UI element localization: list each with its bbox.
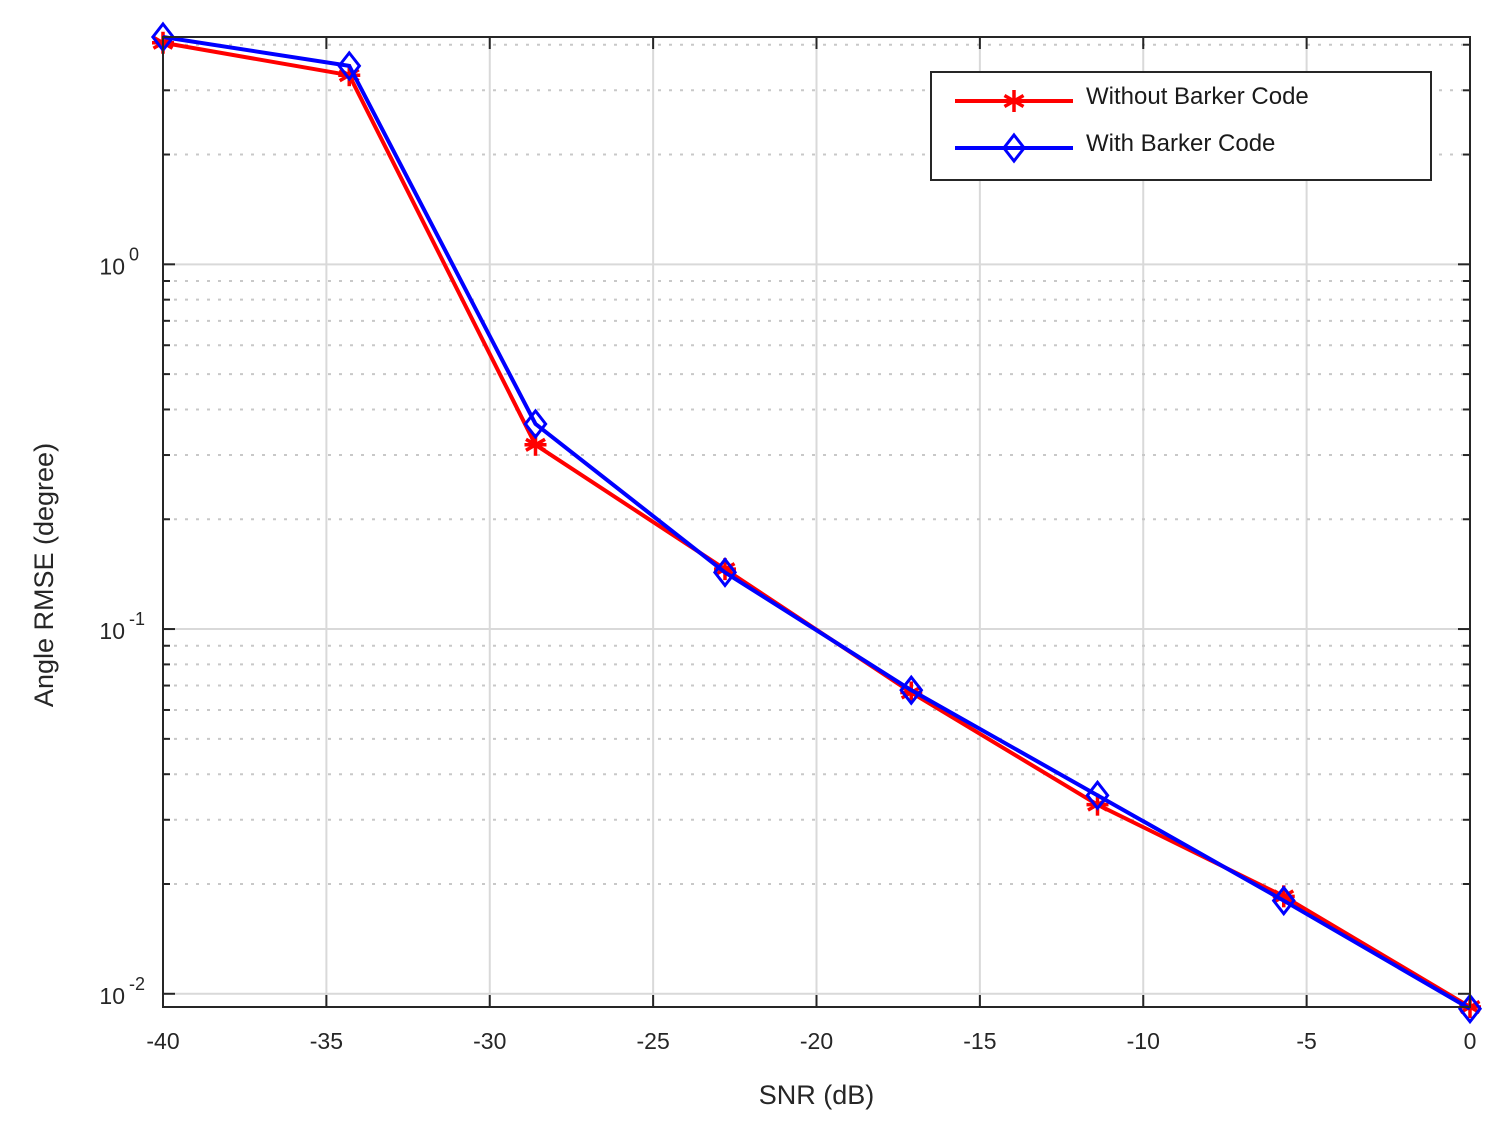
x-tick-label: -30	[473, 1028, 506, 1054]
data-point	[1271, 885, 1296, 917]
legend: Without Barker Code With Barker Code	[930, 71, 1432, 181]
y-tick-exponent: -2	[129, 974, 145, 994]
data-point	[712, 556, 738, 588]
series-line	[162, 35, 1472, 1011]
y-tick-label: 10	[99, 618, 125, 644]
series-layer	[150, 21, 1483, 1025]
x-tick-label: -20	[800, 1028, 833, 1054]
legend-entry: Without Barker Code	[955, 83, 1309, 112]
legend-entry: With Barker Code	[955, 130, 1275, 164]
data-point	[899, 674, 924, 706]
x-tick-label: -35	[310, 1028, 343, 1054]
data-point	[337, 50, 362, 82]
y-tick-label: 10	[99, 983, 125, 1009]
legend-label: With Barker Code	[1086, 130, 1275, 157]
y-tick-label: 10	[99, 253, 125, 279]
series-2	[150, 21, 1483, 1025]
y-tick-exponent: -1	[129, 609, 145, 629]
x-tick-label: -25	[637, 1028, 670, 1054]
data-point	[1085, 779, 1110, 811]
legend-marker	[1003, 90, 1025, 112]
x-axis-label: SNR (dB)	[759, 1080, 875, 1110]
x-tick-label: -10	[1127, 1028, 1160, 1054]
y-axis-label: Angle RMSE (degree)	[29, 443, 59, 707]
data-point	[1457, 993, 1483, 1025]
x-tick-label: 0	[1464, 1028, 1477, 1054]
x-tick-label: -40	[146, 1028, 179, 1054]
x-tick-label: -5	[1296, 1028, 1316, 1054]
plot-frame	[162, 36, 1471, 1008]
legend-label: Without Barker Code	[1086, 83, 1309, 110]
data-point	[523, 408, 548, 440]
legend-marker	[1001, 132, 1027, 164]
x-tick-label: -15	[963, 1028, 996, 1054]
y-tick-exponent: 0	[129, 244, 139, 264]
